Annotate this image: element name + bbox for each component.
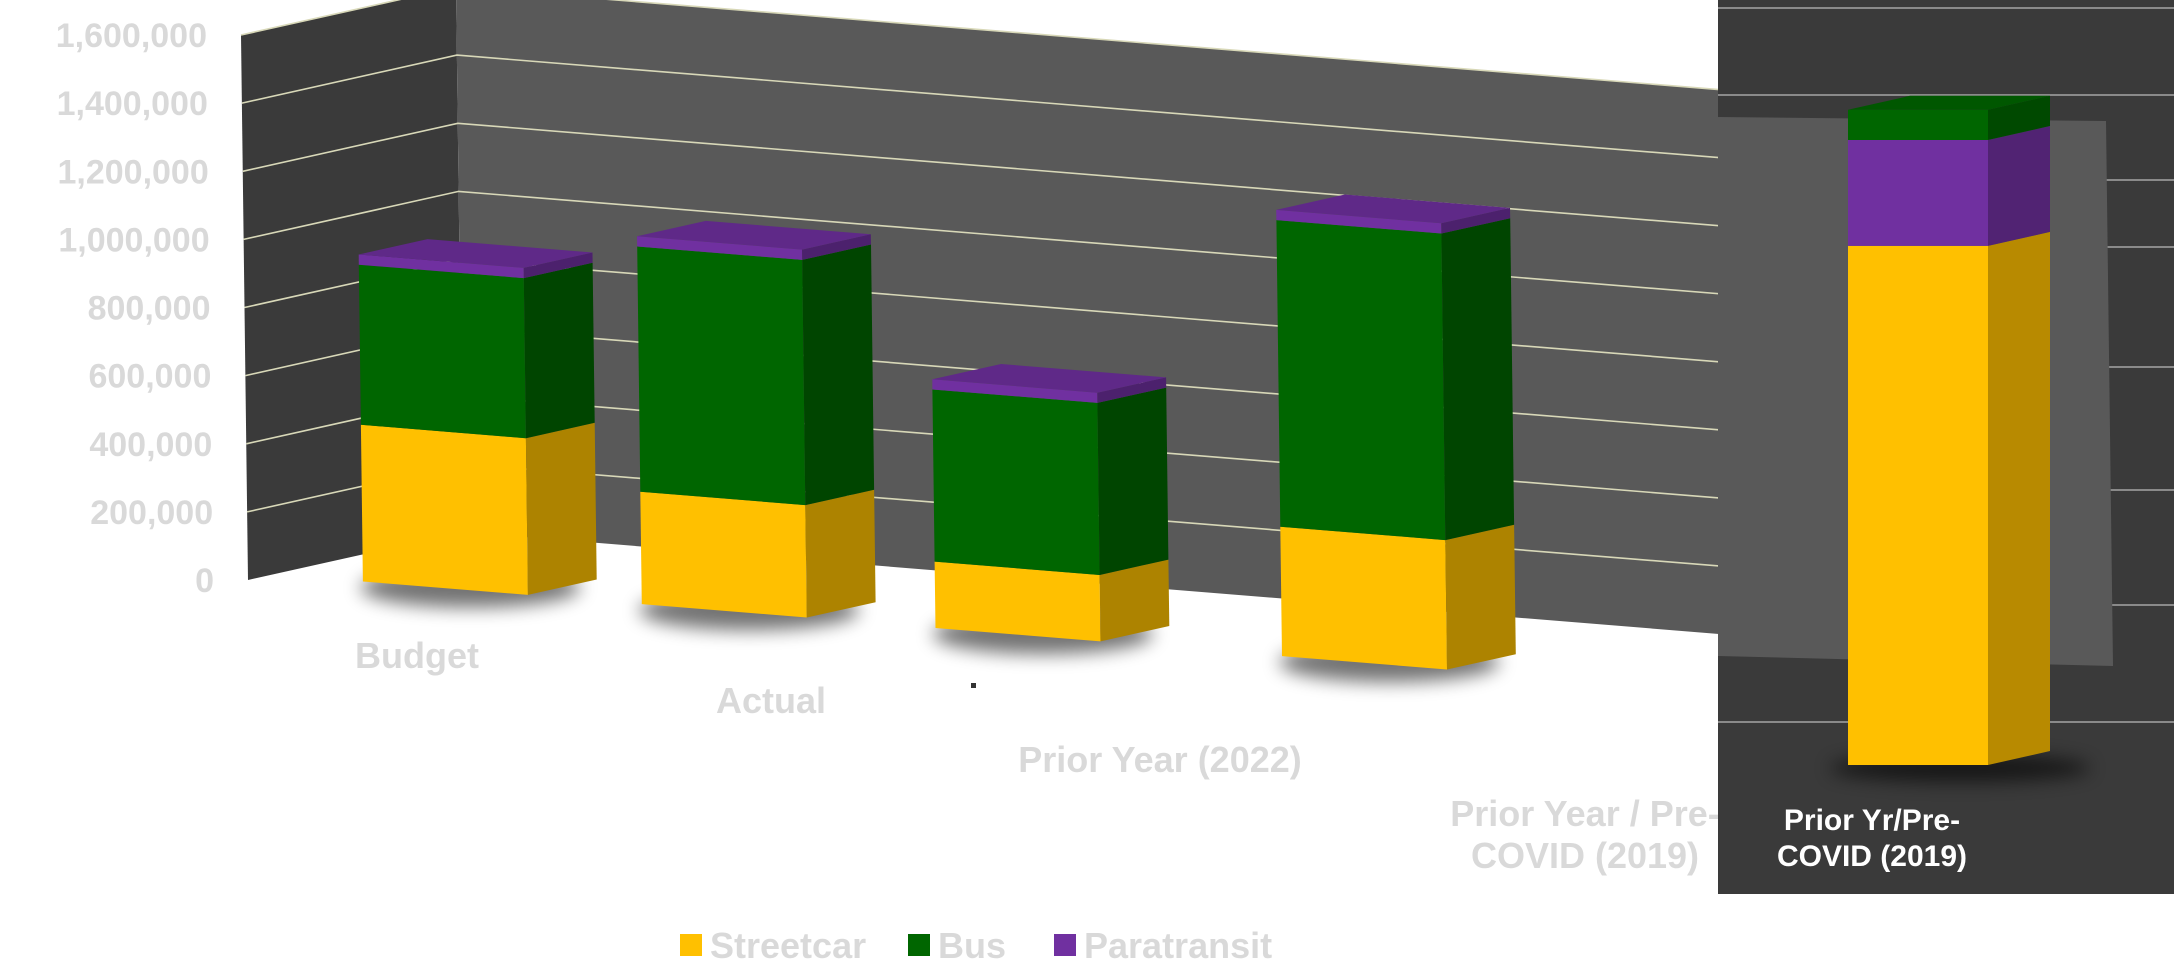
bar-segment-paratransit-top (1276, 194, 1510, 224)
bar-segment-streetcar-front (640, 491, 807, 618)
bar-segment-streetcar-front (934, 561, 1101, 642)
legend-swatch-paratransit (1054, 934, 1076, 956)
y-tick-label: 0 (195, 562, 214, 600)
legend-swatch-streetcar (680, 934, 702, 956)
legend-label-bus: Bus (938, 925, 1006, 962)
x-category-label-line: Prior Year (2022) (1018, 739, 1302, 780)
bars (358, 194, 1516, 683)
x-category-label-line: Actual (716, 680, 826, 721)
inset-bar-streetcar-side (1988, 231, 2050, 765)
bar-segment-paratransit-front (358, 254, 524, 279)
y-tick-label: 1,400,000 (57, 85, 208, 123)
bar-segment-bus-side (802, 244, 875, 506)
bar-segment-bus-front (932, 389, 1100, 575)
x-category-label-line: Prior Year / Pre- (1450, 793, 1720, 834)
y-tick-label: 1,000,000 (58, 221, 209, 259)
bar-stack (358, 239, 597, 608)
bar-segment-bus-front (358, 264, 526, 439)
inset-bar-paratransit-side (1988, 126, 2050, 246)
bar-segment-paratransit-side (802, 234, 871, 260)
x-category-label: Budget (355, 635, 479, 676)
inset-category-label-line: COVID (2019) (1777, 840, 1967, 873)
bar-segment-bus-side (1441, 218, 1515, 541)
gridlines (240, 0, 2113, 599)
gridline (240, 0, 2107, 122)
y-axis-tick-labels: 0 200,000 400,000 600,000 800,000 1,000,000 1,… (56, 17, 214, 600)
gridline (242, 122, 2108, 259)
y-tick-label: 400,000 (89, 426, 212, 464)
inset-panel: Prior Yr/Pre-COVID (2019) (1718, 0, 2174, 894)
gridline (241, 54, 2107, 190)
y-tick-label: 600,000 (88, 358, 211, 396)
bar-stack (637, 220, 876, 631)
y-tick-label: 800,000 (88, 290, 211, 328)
stray-dot (971, 683, 976, 688)
bar-segment-bus-side (1097, 387, 1169, 575)
legend-swatch-bus (908, 934, 930, 956)
bar-stack (932, 364, 1170, 654)
legend-label-streetcar: Streetcar (710, 925, 866, 962)
x-category-label: Prior Year (2022) (1018, 739, 1302, 780)
inset-bar-bus-front (1848, 109, 1988, 140)
bar-segment-paratransit-top (932, 364, 1167, 393)
legend: Streetcar Bus Paratransit (680, 925, 1272, 966)
y-tick-label: 1,600,000 (56, 17, 207, 55)
x-category-label-line: Budget (355, 635, 479, 676)
gridline (243, 190, 2109, 327)
bar-segment-paratransit-front (1276, 209, 1442, 234)
x-category-label: Prior Year / Pre-COVID (2019) (1450, 793, 1720, 876)
inset-bar-streetcar-front (1848, 245, 1988, 765)
bar-segment-paratransit-side (1097, 377, 1167, 403)
bar-segment-paratransit-side (1441, 207, 1511, 234)
bar-segment-paratransit-top (637, 220, 871, 250)
bar-segment-streetcar-front (1280, 526, 1447, 670)
bar-segment-streetcar-side (525, 422, 597, 595)
bar-segment-streetcar-front (360, 424, 528, 595)
bar-segment-bus-front (637, 246, 806, 506)
bar-segment-paratransit-front (932, 379, 1098, 403)
x-category-label-line: COVID (2019) (1471, 835, 1699, 876)
inset-category-label-line: Prior Yr/Pre- (1784, 804, 1960, 837)
x-axis-category-labels: Budget Actual Prior Year (2022) Prior Year … (355, 635, 1720, 876)
x-category-label: Actual (716, 680, 826, 721)
inset-category-label: Prior Yr/Pre-COVID (2019) (1777, 804, 1967, 873)
bar-segment-paratransit-side (523, 252, 593, 279)
bar-segment-bus-side (523, 262, 595, 439)
inset-bar-paratransit-front (1848, 140, 1988, 246)
inset-bar-bus-top (1848, 95, 2050, 110)
bar-segment-paratransit-top (358, 239, 593, 268)
bar-segment-paratransit-front (637, 236, 803, 260)
bar-segment-streetcar-side (1445, 524, 1516, 670)
inset-bar-bus-side (1988, 95, 2050, 140)
legend-label-paratransit: Paratransit (1084, 925, 1272, 962)
bar-stack (1276, 194, 1516, 683)
y-tick-label: 1,200,000 (57, 153, 208, 191)
y-tick-label: 200,000 (90, 494, 213, 532)
bar-segment-streetcar-side (805, 489, 876, 618)
bar-segment-bus-front (1276, 220, 1446, 541)
bar-segment-streetcar-side (1099, 559, 1170, 642)
